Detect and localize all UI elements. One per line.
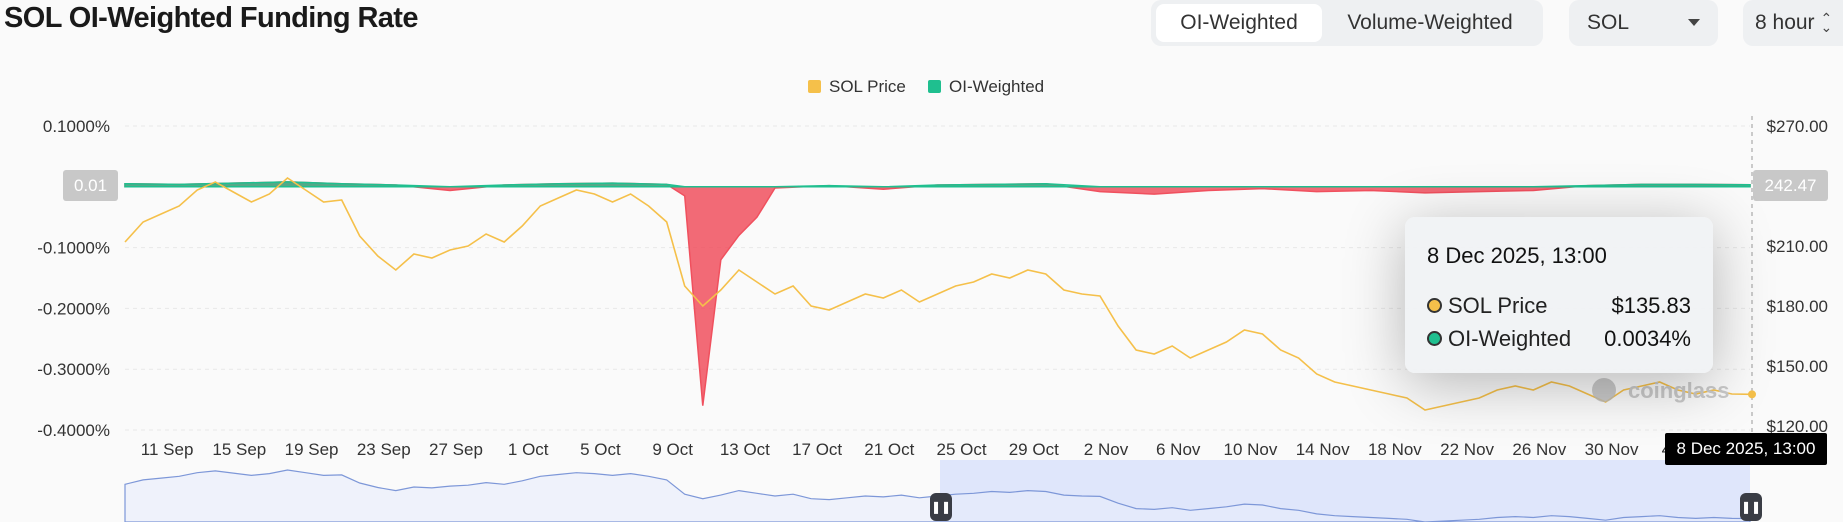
x-tick-label: 11 Sep [141,440,194,459]
y-right-tick-label: $270.00 [1767,117,1828,136]
tooltip-time: 8 Dec 2025, 13:00 [1427,243,1607,268]
oi-weighted-tab[interactable]: OI-Weighted [1156,4,1322,42]
x-tick-label: 6 Nov [1156,440,1201,459]
x-tick-label: 13 Oct [720,440,770,459]
x-tick-label: 22 Nov [1440,440,1494,459]
interval-select[interactable]: 8 hour ⌃ ⌄ [1743,0,1843,46]
x-tick-label: 5 Oct [580,440,621,459]
y-left-tick-label: 0.1000% [43,117,110,136]
crosshair-right-value-badge: 242.47 [1753,170,1828,201]
x-tick-label: 29 Oct [1009,440,1059,459]
crosshair-x-flag: 8 Dec 2025, 13:00 [1665,433,1827,465]
x-tick-label: 19 Sep [285,440,339,459]
crosshair-price-point [1748,390,1756,399]
coinglass-logo-icon [1592,378,1616,402]
x-tick-label: 18 Nov [1368,440,1422,459]
crosshair-left-value-badge: 0.01 [63,170,118,201]
navigator-left-handle[interactable]: ❚❚ [930,493,952,521]
x-tick-label: 1 Oct [508,440,549,459]
tooltip-row-label: OI-Weighted [1448,325,1572,351]
x-tick-label: 23 Sep [357,440,411,459]
tooltip-row-oi: OI-Weighted 0.0034% [1427,322,1691,355]
y-left-tick-label: -0.2000% [37,299,110,318]
x-tick-label: 14 Nov [1296,440,1350,459]
x-tick-label: 10 Nov [1224,440,1278,459]
y-left-tick-label: -0.4000% [37,421,110,440]
legend-label: SOL Price [829,77,906,96]
x-tick-label: 21 Oct [864,440,914,459]
x-tick-label: 26 Nov [1512,440,1566,459]
chart-tooltip: 8 Dec 2025, 13:00 SOL Price $135.83 OI-W… [1405,217,1713,373]
legend-label: OI-Weighted [949,77,1044,96]
symbol-select-value: SOL [1587,11,1630,34]
weighting-toggle: OI-Weighted Volume-Weighted [1151,0,1543,46]
caret-down-icon [1688,19,1700,26]
x-tick-label: 25 Oct [937,440,987,459]
y-right-tick-label: $120.00 [1767,417,1828,436]
watermark: coinglass [1628,378,1729,403]
x-tick-label: 17 Oct [792,440,842,459]
y-right-tick-label: $150.00 [1767,357,1828,376]
tooltip-row-price: SOL Price $135.83 [1427,289,1691,322]
oi-dot-icon [1427,331,1442,346]
x-tick-label: 9 Oct [652,440,693,459]
tooltip-row-label: SOL Price [1448,292,1548,318]
y-left-tick-label: -0.1000% [37,239,110,258]
tooltip-row-value: $135.83 [1611,292,1691,318]
tooltip-row-value: 0.0034% [1604,325,1691,351]
x-tick-label: 30 Nov [1585,440,1639,459]
up-down-chevron-icon: ⌃ ⌄ [1820,10,1833,35]
x-tick-label: 27 Sep [429,440,483,459]
navigator-right-handle[interactable]: ❚❚ [1740,493,1762,521]
drag-handle-icon: ❚❚ [1740,500,1762,514]
volume-weighted-tab[interactable]: Volume-Weighted [1347,11,1513,34]
x-tick-label: 15 Sep [212,440,266,459]
legend-swatch [928,80,941,93]
symbol-select[interactable]: SOL [1569,0,1718,46]
interval-select-value: 8 hour [1755,11,1815,34]
y-right-tick-label: $180.00 [1767,297,1828,316]
y-left-tick-label: -0.3000% [37,360,110,379]
price-dot-icon [1427,298,1442,313]
y-right-tick-label: $210.00 [1767,237,1828,256]
sol-price-line [124,176,1751,411]
x-tick-label: 2 Nov [1084,440,1129,459]
oi-weighted-area-positive [124,181,1751,188]
drag-handle-icon: ❚❚ [930,500,952,514]
legend-swatch [808,80,821,93]
page-title: SOL OI-Weighted Funding Rate [4,2,419,34]
